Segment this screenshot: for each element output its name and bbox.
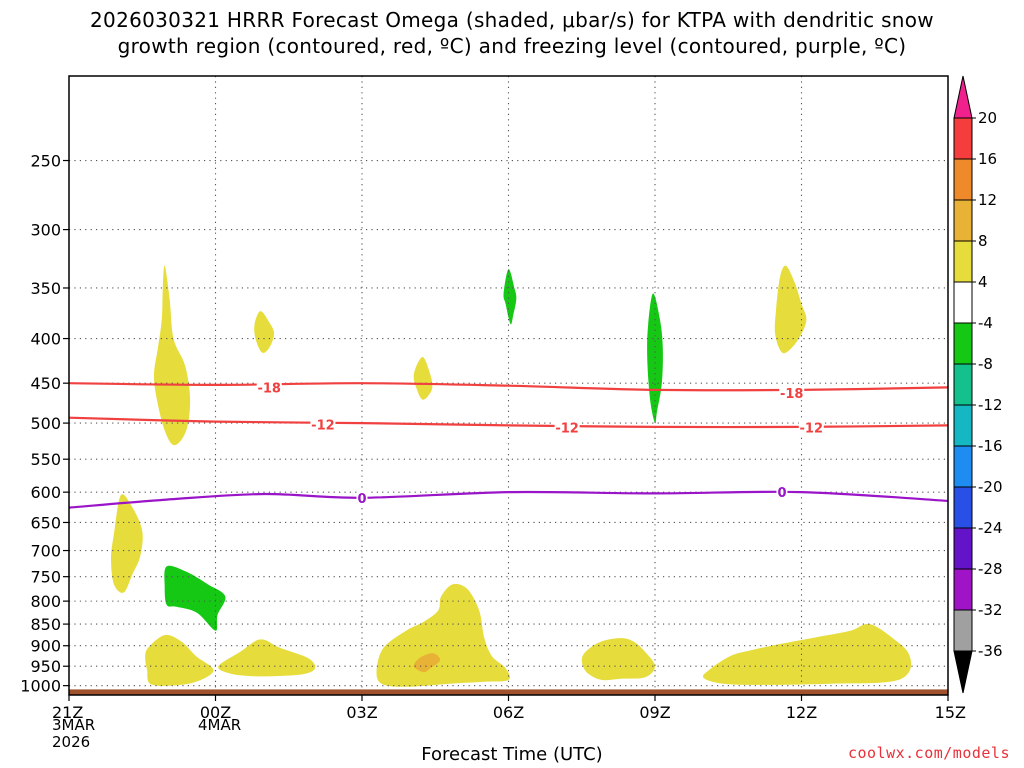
y-tick-label-250: 250 [30, 152, 61, 171]
colorbar-segment--20--16 [953, 445, 973, 488]
colorbar-bottom-arrow [953, 650, 973, 694]
y-tick-label-850: 850 [30, 615, 61, 634]
y-tick-label-950: 950 [30, 657, 61, 676]
colorbar-label-12: 12 [978, 191, 997, 209]
chart-title-line1: 2026030321 HRRR Forecast Omega (shaded, … [90, 8, 934, 32]
colorbar-segment--4-4 [953, 281, 973, 324]
y-tick-label-350: 350 [30, 279, 61, 298]
y-tick-label-750: 750 [30, 568, 61, 587]
omega-region-upper-small-lobe-00z [254, 311, 275, 353]
colorbar-label-20: 20 [978, 109, 997, 127]
colorbar-label-4: 4 [978, 273, 988, 291]
colorbar-label--8: -8 [978, 355, 993, 373]
chart-title-line2: growth region (contoured, red, ºC) and f… [117, 34, 907, 58]
colorbar-segment-4-8 [953, 240, 973, 283]
colorbar-label-16: 16 [978, 150, 997, 168]
omega-fill-layer [111, 265, 912, 687]
y-tick-label-450: 450 [30, 374, 61, 393]
contour-layer: -18 -18 -12 -12 -12 0 0 [68, 380, 949, 509]
colorbar-label--36: -36 [978, 642, 1003, 660]
grid-layer [69, 76, 948, 695]
dgz-contour-label-bg [256, 380, 282, 395]
y-axis: 250 300 350 400 450 500 550 600 650 700 750 800 850 9… [20, 152, 69, 696]
y-tick-label-600: 600 [30, 483, 61, 502]
ground-terrain [69, 689, 948, 695]
x-tick-label-12Z: 12Z [786, 703, 817, 722]
freezing-level-contour-label-0-1: 0 [777, 486, 786, 501]
dgz-contour-label-bg [310, 417, 336, 432]
x-axis: 21Z 00Z 03Z 06Z 09Z 12Z 15Z [52, 695, 966, 722]
omega-region-low-lobe-08z [581, 638, 655, 681]
omega-region-green-descent-0z [164, 565, 226, 631]
start-date-label: 3MAR 2026 [52, 717, 95, 751]
colorbar-segment-12-16 [953, 158, 973, 201]
colorbar-segment--12--8 [953, 363, 973, 406]
freezing-level-contour-label-bg [356, 490, 368, 505]
day2-date-label: 4MAR [198, 717, 241, 734]
site-credit: coolwx.com/models [847, 744, 1010, 762]
start-date-month: 3MAR [52, 716, 96, 734]
dgz-contour-label--12-1: -12 [555, 422, 579, 437]
colorbar-segment--16--12 [953, 404, 973, 447]
y-tick-label-800: 800 [30, 592, 61, 611]
colorbar-label--24: -24 [978, 519, 1003, 537]
colorbar-label--28: -28 [978, 560, 1003, 578]
omega-region-upper-green-06z [503, 269, 517, 325]
colorbar-top-arrow [953, 75, 973, 119]
omega-region-low-central-lobe [376, 583, 510, 687]
dgz-contour-label-bg [798, 420, 824, 435]
y-tick-label-300: 300 [30, 221, 61, 240]
y-tick-label-550: 550 [30, 450, 61, 469]
dgz-contour-label-bg [779, 386, 805, 401]
x-tick-label-15Z: 15Z [935, 703, 966, 722]
colorbar-label--12: -12 [978, 396, 1003, 414]
colorbar-label--4: -4 [978, 314, 993, 332]
omega-region-upper-right-lobe [774, 265, 807, 354]
omega-region-green-09z [647, 293, 663, 424]
x-tick-label-03Z: 03Z [346, 703, 377, 722]
omega-region-low-left-lobe [145, 634, 214, 686]
terrain-layer [69, 689, 948, 695]
omega-colorbar: 20 16 12 8 4 -4 -8 -12 -16 -20 -24 -28 -32 -36 [953, 75, 1003, 694]
freezing-level-contour-0 [68, 490, 949, 509]
dgz-contour-label--18-0: -18 [257, 381, 281, 396]
omega-region-low-central-orange-core [413, 653, 441, 673]
x-axis-label: Forecast Time (UTC) [421, 744, 603, 765]
omega-region-upper-left-ascent-lobe [153, 265, 191, 446]
y-tick-label-650: 650 [30, 513, 61, 532]
colorbar-segment--24--20 [953, 486, 973, 529]
y-tick-label-400: 400 [30, 330, 61, 349]
colorbar-label--16: -16 [978, 437, 1003, 455]
x-tick-label-21Z: 21Z [52, 703, 83, 722]
colorbar-label-8: 8 [978, 232, 988, 250]
x-tick-label-06Z: 06Z [493, 703, 524, 722]
dgz-contour-label--12-0: -12 [311, 419, 335, 434]
colorbar-segment-16-20 [953, 117, 973, 160]
omega-region-low-small-lobe-00z [218, 639, 316, 677]
omega-region-mid-left-lobe [111, 494, 143, 593]
dgz-contour-label-bg [554, 420, 580, 435]
colorbar-label--32: -32 [978, 601, 1003, 619]
freezing-level-contour-label-bg [776, 485, 788, 500]
colorbar-segment--32--28 [953, 568, 973, 611]
day2-date-month: 4MAR [198, 716, 242, 734]
y-tick-label-900: 900 [30, 637, 61, 656]
x-tick-label-00Z: 00Z [200, 703, 231, 722]
omega-region-upper-mid-lobe-07z [413, 357, 433, 400]
omega-region-low-right-lobe [702, 623, 912, 685]
dgz-contour-label--18-1: -18 [780, 387, 804, 402]
y-tick-label-1000: 1000 [20, 677, 61, 696]
freezing-level-contour-label-0-0: 0 [357, 492, 366, 507]
x-tick-label-09Z: 09Z [639, 703, 670, 722]
colorbar-label--20: -20 [978, 478, 1003, 496]
colorbar-segment--36--32 [953, 609, 973, 652]
colorbar-segment--28--24 [953, 527, 973, 570]
start-date-year: 2026 [52, 733, 91, 751]
y-tick-label-500: 500 [30, 414, 61, 433]
y-tick-label-700: 700 [30, 542, 61, 561]
colorbar-segment--8--4 [953, 322, 973, 365]
colorbar-segment-8-12 [953, 199, 973, 242]
dgz-contour-label--12-2: -12 [800, 422, 824, 437]
